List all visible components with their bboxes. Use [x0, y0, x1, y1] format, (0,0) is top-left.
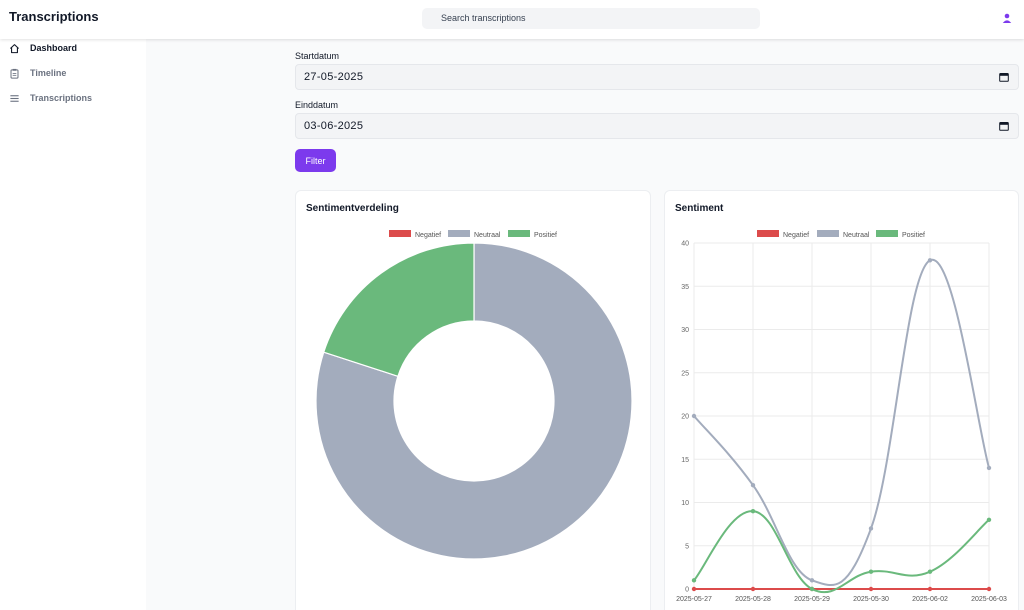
legend-swatch[interactable]	[757, 230, 779, 237]
sidebar-item-label: Transcriptions	[30, 93, 93, 103]
x-tick-label: 2025-05-30	[853, 596, 889, 603]
data-point[interactable]	[750, 586, 756, 592]
pie-slice-positief[interactable]	[322, 242, 475, 378]
top-header: Transcriptions Search transcriptions	[0, 0, 1024, 39]
home-icon	[9, 43, 20, 53]
y-tick-label: 25	[681, 370, 689, 377]
line-chart: Negatief Neutraal Positief 0 5 10 15 20 25 30 35 40…	[676, 230, 1007, 603]
x-tick-label: 2025-05-27	[676, 596, 712, 603]
sidebar-item-label: Dashboard	[30, 43, 78, 53]
legend-label[interactable]: Positief	[902, 232, 925, 239]
data-point[interactable]	[986, 465, 992, 471]
data-point[interactable]	[750, 483, 756, 488]
legend-label[interactable]: Positief	[534, 232, 557, 239]
x-tick-label: 2025-06-03	[971, 596, 1007, 603]
donut-chart: Negatief Neutraal Positief	[315, 230, 633, 560]
legend-swatch[interactable]	[817, 230, 839, 237]
app-title: Transcriptions	[9, 9, 99, 24]
user-icon[interactable]	[1002, 13, 1012, 23]
data-point[interactable]	[691, 586, 697, 592]
chart-title: Sentimentverdeling	[306, 203, 399, 214]
list-icon	[10, 94, 19, 102]
data-point[interactable]	[927, 586, 933, 592]
calendar-icon[interactable]	[999, 121, 1009, 131]
y-tick-label: 30	[681, 327, 689, 334]
y-tick-label: 10	[681, 500, 689, 507]
pie-slice-neutraal[interactable]	[315, 242, 633, 560]
moon-icon[interactable]	[976, 12, 988, 24]
legend-swatch[interactable]	[876, 230, 898, 237]
start-date-input[interactable]: 27-05-2025	[295, 64, 1019, 90]
legend-label[interactable]: Negatief	[783, 232, 809, 239]
y-tick-label: 0	[685, 587, 689, 594]
legend-swatch[interactable]	[508, 230, 530, 237]
sentiment-distribution-card: Sentimentverdeling Negatief Neutraal Posit…	[295, 190, 651, 610]
data-point[interactable]	[691, 413, 697, 419]
legend-swatch[interactable]	[389, 230, 411, 237]
calendar-icon[interactable]	[999, 72, 1009, 82]
sidebar-item-label: Timeline	[30, 68, 67, 78]
sentiment-line-card: Sentiment Negatief Neutraal Positief 0 5 10 15…	[664, 190, 1019, 610]
x-tick-label: 2025-05-28	[735, 596, 771, 603]
legend-swatch[interactable]	[448, 230, 470, 237]
legend-label[interactable]: Neutraal	[474, 232, 501, 239]
clipboard-icon	[10, 68, 19, 79]
y-tick-label: 20	[681, 414, 689, 421]
end-date-input[interactable]: 03-06-2025	[295, 113, 1019, 139]
legend-label[interactable]: Neutraal	[843, 232, 870, 239]
y-tick-label: 15	[681, 457, 689, 464]
data-point[interactable]	[927, 258, 933, 263]
data-point[interactable]	[809, 586, 815, 592]
start-date-label: Startdatum	[295, 51, 340, 61]
data-point[interactable]	[691, 578, 697, 583]
sidebar-item-timeline[interactable]: Timeline	[9, 66, 66, 80]
sidebar: Dashboard Timeline Transcriptions	[0, 39, 146, 610]
data-point[interactable]	[927, 569, 933, 574]
filter-button[interactable]: Filter	[295, 149, 336, 172]
y-tick-label: 35	[681, 284, 689, 291]
search-input[interactable]: Search transcriptions	[422, 8, 760, 29]
end-date-value: 03-06-2025	[304, 120, 364, 132]
start-date-value: 27-05-2025	[304, 71, 364, 83]
data-point[interactable]	[868, 586, 874, 592]
data-point[interactable]	[809, 578, 815, 583]
x-tick-label: 2025-06-02	[912, 596, 948, 603]
data-point[interactable]	[986, 586, 992, 592]
y-tick-label: 5	[685, 543, 689, 550]
data-point[interactable]	[986, 517, 992, 522]
data-point[interactable]	[868, 526, 874, 531]
series-line-positief[interactable]	[693, 510, 990, 594]
end-date-label: Einddatum	[295, 100, 339, 110]
data-point[interactable]	[750, 508, 756, 514]
sidebar-item-dashboard[interactable]: Dashboard	[9, 41, 77, 55]
data-point[interactable]	[868, 569, 874, 574]
chart-title: Sentiment	[675, 203, 724, 214]
x-tick-label: 2025-05-29	[794, 596, 830, 603]
legend-label[interactable]: Negatief	[415, 232, 441, 239]
y-tick-label: 40	[681, 241, 689, 248]
sidebar-item-transcriptions[interactable]: Transcriptions	[9, 91, 92, 105]
series-line-neutraal[interactable]	[693, 259, 990, 587]
